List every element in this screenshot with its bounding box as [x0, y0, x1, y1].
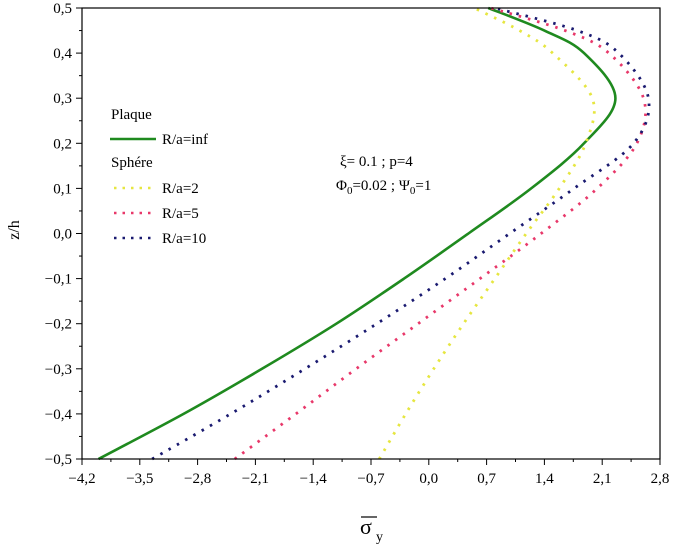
y-tick-label: −0,4 — [45, 407, 73, 423]
plot-frame — [81, 7, 661, 460]
annotation-phi-sub: 0 — [347, 185, 353, 197]
x-tick-label: 0,0 — [419, 471, 438, 487]
legend-label-r2: R/a=2 — [162, 181, 199, 197]
legend-label-inf: R/a=inf — [162, 132, 208, 148]
y-tick-label: 0,3 — [53, 91, 72, 107]
annotation-phi: Φ — [336, 178, 347, 194]
y-tick-label: 0,4 — [53, 46, 72, 62]
series-line-r5 — [233, 6, 647, 461]
x-axis-title: σ y — [360, 514, 383, 545]
legend-label-r5: R/a=5 — [162, 206, 199, 222]
parameters-annotation: ξ= 0.1 ; p=4 Φ0=0.02 ; Ψ0=1 — [336, 154, 431, 197]
legend-group-title-sphere: Sphére — [111, 155, 153, 171]
annotation-phi-value: =0.02 ; Ψ — [352, 178, 410, 194]
series-line-r10 — [151, 6, 651, 461]
y-tick-label: 0,1 — [53, 181, 72, 197]
x-tick-label: −3,5 — [126, 471, 153, 487]
series-line-r2 — [378, 6, 596, 460]
x-tick-label: 2,8 — [651, 471, 670, 487]
x-axis-title-main: σ — [360, 514, 372, 539]
annotation-line-1: ξ= 0.1 ; p=4 — [340, 154, 413, 170]
x-axis-title-sub: y — [376, 530, 383, 545]
x-tick-label: −0,7 — [357, 471, 385, 487]
x-tick-label: −2,8 — [184, 471, 211, 487]
annotation-line-2: Φ0=0.02 ; Ψ0=1 — [336, 178, 431, 197]
x-tick-label: 1,4 — [535, 471, 554, 487]
plot-series — [97, 6, 651, 461]
y-tick-label: −0,2 — [45, 317, 72, 333]
x-tick-label: −2,1 — [242, 471, 269, 487]
axis-ticks: −4,2 −3,5 −2,8 −2,1 −1,4 −0,7 0,0 0,7 1,4 2,1 2,8 −… — [45, 1, 670, 487]
series-line-r-inf — [97, 6, 617, 461]
annotation-psi-value: =1 — [415, 178, 431, 194]
y-tick-label: −0,3 — [45, 362, 72, 378]
y-tick-label: −0,5 — [45, 452, 72, 468]
legend-label-r10: R/a=10 — [162, 231, 206, 247]
x-tick-label: −4,2 — [68, 471, 95, 487]
annotation-psi-sub: 0 — [410, 185, 416, 197]
legend-group-title-plaque: Plaque — [111, 107, 152, 123]
y-tick-label: 0,5 — [53, 1, 72, 17]
y-axis-title: z/h — [6, 220, 23, 240]
y-tick-label: 0,2 — [53, 136, 72, 152]
x-tick-label: 0,7 — [477, 471, 496, 487]
x-tick-label: −1,4 — [300, 471, 328, 487]
y-tick-label: 0,0 — [53, 227, 72, 243]
x-tick-label: 2,1 — [593, 471, 612, 487]
y-tick-label: −0,1 — [45, 272, 72, 288]
legend: Plaque R/a=inf Sphére R/a=2 R/a=5 R/a=10 — [110, 107, 208, 247]
